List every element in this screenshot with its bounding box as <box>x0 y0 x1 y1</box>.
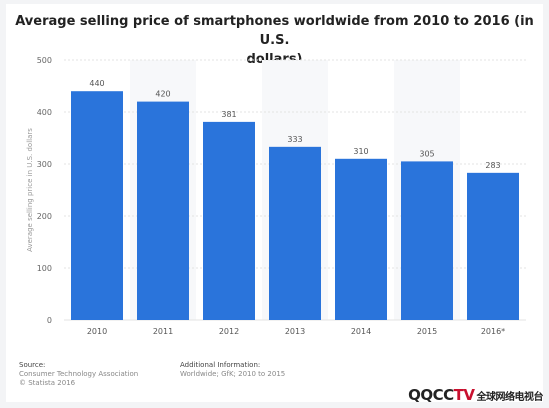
x-tick-label: 2012 <box>219 327 239 336</box>
y-tick-label: 0 <box>47 316 52 325</box>
data-labels: 440 420 381 333 310 305 283 <box>89 79 500 170</box>
watermark-text-a: QQCC <box>408 386 454 404</box>
additional-info-text: Worldwide; GfK; 2010 to 2015 <box>180 370 286 378</box>
chart-title-line-1: Average selling price of smartphones wor… <box>15 14 534 48</box>
x-tick-label: 2016* <box>481 327 505 336</box>
source-block: Source: Consumer Technology Association … <box>19 361 138 388</box>
x-tick-labels: 2010 2011 2012 2013 2014 2015 2016* <box>87 327 505 336</box>
bar-2012 <box>203 121 255 320</box>
watermark-logo: QQCCTV 全球网络电视台 <box>408 386 543 404</box>
source-label: Source: <box>19 361 46 369</box>
source-line-1[interactable]: Consumer Technology Association <box>19 370 139 378</box>
data-label: 305 <box>419 149 434 158</box>
y-tick-label: 100 <box>37 264 52 273</box>
y-tick-label: 300 <box>37 160 52 169</box>
watermark-text-c: 全球网络电视台 <box>476 392 544 403</box>
data-label: 310 <box>353 147 368 156</box>
data-label: 283 <box>485 161 500 170</box>
x-tick-label: 2013 <box>285 327 305 336</box>
data-label: 333 <box>287 135 302 144</box>
bar-2013 <box>269 146 321 320</box>
bar-2016* <box>467 172 519 320</box>
bar-2014 <box>335 158 387 320</box>
x-tick-label: 2015 <box>417 327 437 336</box>
data-label: 420 <box>155 90 170 99</box>
chart-title: Average selling price of smartphones wor… <box>10 12 539 69</box>
y-axis-label: Average selling price in U.S. dollars <box>26 128 34 252</box>
x-tick-label: 2010 <box>87 327 107 336</box>
x-tick-label: 2014 <box>351 327 371 336</box>
watermark-text-b: TV <box>453 386 475 404</box>
data-label: 381 <box>221 110 236 119</box>
additional-info-block: Additional Information: Worldwide; GfK; … <box>180 361 285 379</box>
y-tick-label: 200 <box>37 212 52 221</box>
source-line-2: © Statista 2016 <box>19 379 76 387</box>
y-tick-label: 400 <box>37 108 52 117</box>
bar-2011 <box>137 101 189 320</box>
bars <box>71 91 519 320</box>
x-tick-label: 2011 <box>153 327 173 336</box>
y-tick-labels: 0 100 200 300 400 500 <box>37 56 52 325</box>
data-label: 440 <box>89 79 104 88</box>
additional-info-label: Additional Information: <box>180 361 261 369</box>
bar-2015 <box>401 161 453 320</box>
bar-2010 <box>71 91 123 320</box>
y-tick-label: 500 <box>37 56 52 65</box>
